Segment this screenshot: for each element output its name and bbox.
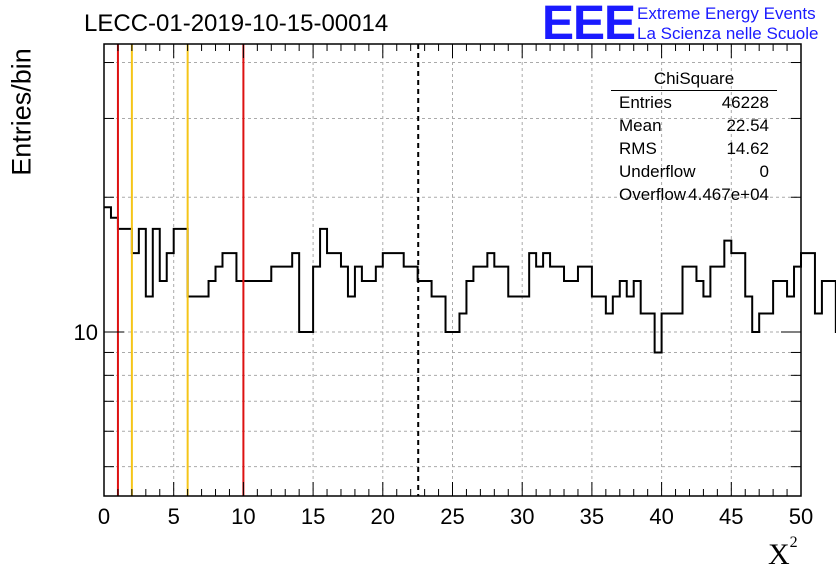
logo-line-2: La Scienza nelle Scuole [637,24,819,43]
x-axis-label: X2 [768,534,798,571]
x-tick-label: 10 [231,504,255,529]
stats-row-entries: Entries 46228 [619,93,769,112]
histogram [104,206,836,354]
x-tick-label: 30 [510,504,534,529]
histogram-line [104,206,836,354]
x-tick-label: 0 [98,504,110,529]
grid [104,44,801,496]
stats-title: ChiSquare [611,68,777,91]
marker-lines [116,44,420,496]
stats-row-mean: Mean 22.54 [619,116,769,135]
stats-box: ChiSquare Entries 46228 Mean 22.54 RMS 14.6… [611,68,777,206]
x-tick-label: 20 [371,504,395,529]
x-tick-label: 50 [789,504,813,529]
y-axis-label: Entries/bin [6,48,37,176]
x-tick-label: 45 [719,504,743,529]
x-tick-label: 35 [580,504,604,529]
stats-row-rms: RMS 14.62 [619,139,769,158]
plot-title: LECC-01-2019-10-15-00014 [84,10,389,37]
x-tick-label: 5 [168,504,180,529]
x-tick-label: 15 [301,504,325,529]
axes: 0 5 10 15 20 25 30 35 40 45 50 10 [74,43,813,529]
eee-logo: EEE [542,0,636,50]
x-tick-label: 40 [649,504,673,529]
logo-line-1: Extreme Energy Events [637,4,816,23]
y-tick-label: 10 [74,320,98,345]
stats-row-overflow: Overflow 4.467e+04 [619,185,769,204]
x-tick-label: 25 [440,504,464,529]
stats-row-underflow: Underflow 0 [619,162,769,181]
